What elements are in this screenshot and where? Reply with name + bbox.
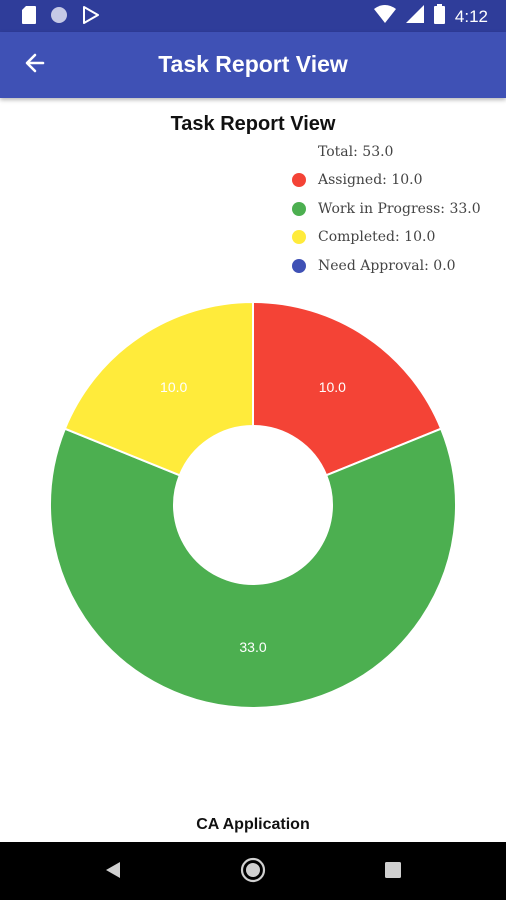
legend-label: Work in Progress: 33.0 bbox=[318, 200, 481, 217]
navigation-bar bbox=[0, 842, 506, 900]
chart-legend: Total: 53.0 Assigned: 10.0 Work in Progre… bbox=[292, 142, 481, 284]
legend-item: Work in Progress: 33.0 bbox=[292, 199, 481, 219]
signal-icon bbox=[405, 5, 424, 28]
legend-item: Need Approval: 0.0 bbox=[292, 256, 481, 276]
back-button[interactable] bbox=[18, 49, 52, 81]
legend-color-dot bbox=[292, 201, 306, 216]
status-bar: 4:12 bbox=[0, 0, 506, 32]
recents-square-icon bbox=[384, 861, 402, 884]
legend-color-dot bbox=[292, 230, 306, 244]
donut-slice[interactable] bbox=[63, 300, 254, 477]
sd-card-icon bbox=[22, 6, 36, 29]
nav-home-button[interactable] bbox=[238, 857, 268, 887]
wifi-icon bbox=[373, 5, 396, 28]
slice-value-label: 33.0 bbox=[239, 639, 266, 655]
battery-icon bbox=[433, 4, 445, 29]
arrow-back-icon bbox=[23, 51, 47, 80]
nav-recents-button[interactable] bbox=[378, 857, 408, 887]
footer-app-name: CA Application bbox=[196, 816, 310, 833]
legend-label: Need Approval: 0.0 bbox=[318, 257, 456, 274]
app-title: Task Report View bbox=[158, 51, 348, 77]
circle-notification-icon bbox=[50, 6, 68, 29]
status-time: 4:12 bbox=[454, 6, 488, 26]
status-right-icons: 4:12 bbox=[373, 4, 488, 29]
slice-value-label: 10.0 bbox=[319, 379, 346, 395]
slice-value-label: 10.0 bbox=[160, 379, 187, 395]
legend-color-dot bbox=[292, 173, 306, 187]
legend-total: Total: 53.0 bbox=[318, 144, 394, 160]
legend-item: Completed: 10.0 bbox=[292, 227, 481, 247]
donut-chart: 10.0 33.0 10.0 bbox=[49, 300, 457, 709]
legend-color-dot bbox=[292, 258, 306, 273]
back-triangle-icon bbox=[105, 861, 121, 884]
donut-slice[interactable] bbox=[252, 300, 443, 477]
app-bar: Task Report View bbox=[0, 32, 506, 98]
donut-slice[interactable] bbox=[49, 427, 457, 709]
nav-back-button[interactable] bbox=[98, 857, 128, 887]
status-left-icons bbox=[22, 6, 100, 29]
home-circle-icon bbox=[240, 857, 266, 888]
legend-item: Assigned: 10.0 bbox=[292, 170, 481, 190]
legend-label: Completed: 10.0 bbox=[318, 229, 436, 245]
chart-title: Task Report View bbox=[170, 113, 336, 135]
play-store-icon bbox=[82, 6, 100, 29]
legend-label: Assigned: 10.0 bbox=[318, 172, 423, 188]
